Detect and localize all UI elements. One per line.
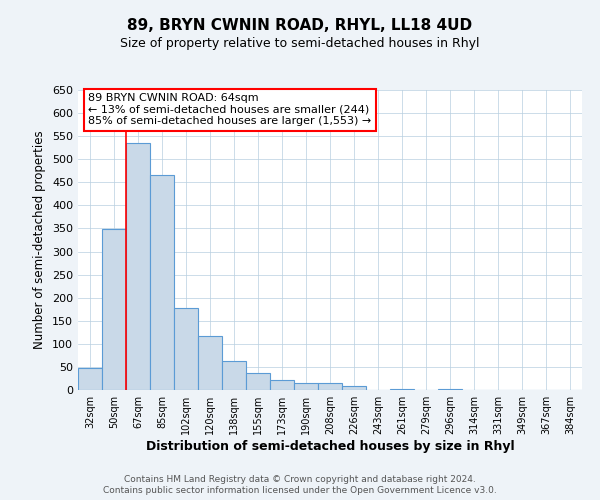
Bar: [198, 336, 222, 390]
X-axis label: Distribution of semi-detached houses by size in Rhyl: Distribution of semi-detached houses by …: [146, 440, 514, 453]
Bar: [270, 380, 294, 390]
Bar: [390, 388, 414, 390]
Bar: [222, 362, 246, 390]
Bar: [294, 383, 318, 390]
Bar: [246, 374, 270, 390]
Text: 89 BRYN CWNIN ROAD: 64sqm
← 13% of semi-detached houses are smaller (244)
85% of: 89 BRYN CWNIN ROAD: 64sqm ← 13% of semi-…: [88, 93, 371, 126]
Text: Size of property relative to semi-detached houses in Rhyl: Size of property relative to semi-detach…: [120, 38, 480, 51]
Bar: [102, 230, 126, 390]
Text: Contains public sector information licensed under the Open Government Licence v3: Contains public sector information licen…: [103, 486, 497, 495]
Y-axis label: Number of semi-detached properties: Number of semi-detached properties: [34, 130, 46, 350]
Text: 89, BRYN CWNIN ROAD, RHYL, LL18 4UD: 89, BRYN CWNIN ROAD, RHYL, LL18 4UD: [127, 18, 473, 32]
Bar: [150, 176, 174, 390]
Text: Contains HM Land Registry data © Crown copyright and database right 2024.: Contains HM Land Registry data © Crown c…: [124, 475, 476, 484]
Bar: [342, 386, 366, 390]
Bar: [318, 383, 342, 390]
Bar: [78, 368, 102, 390]
Bar: [174, 308, 198, 390]
Bar: [126, 142, 150, 390]
Bar: [438, 388, 462, 390]
